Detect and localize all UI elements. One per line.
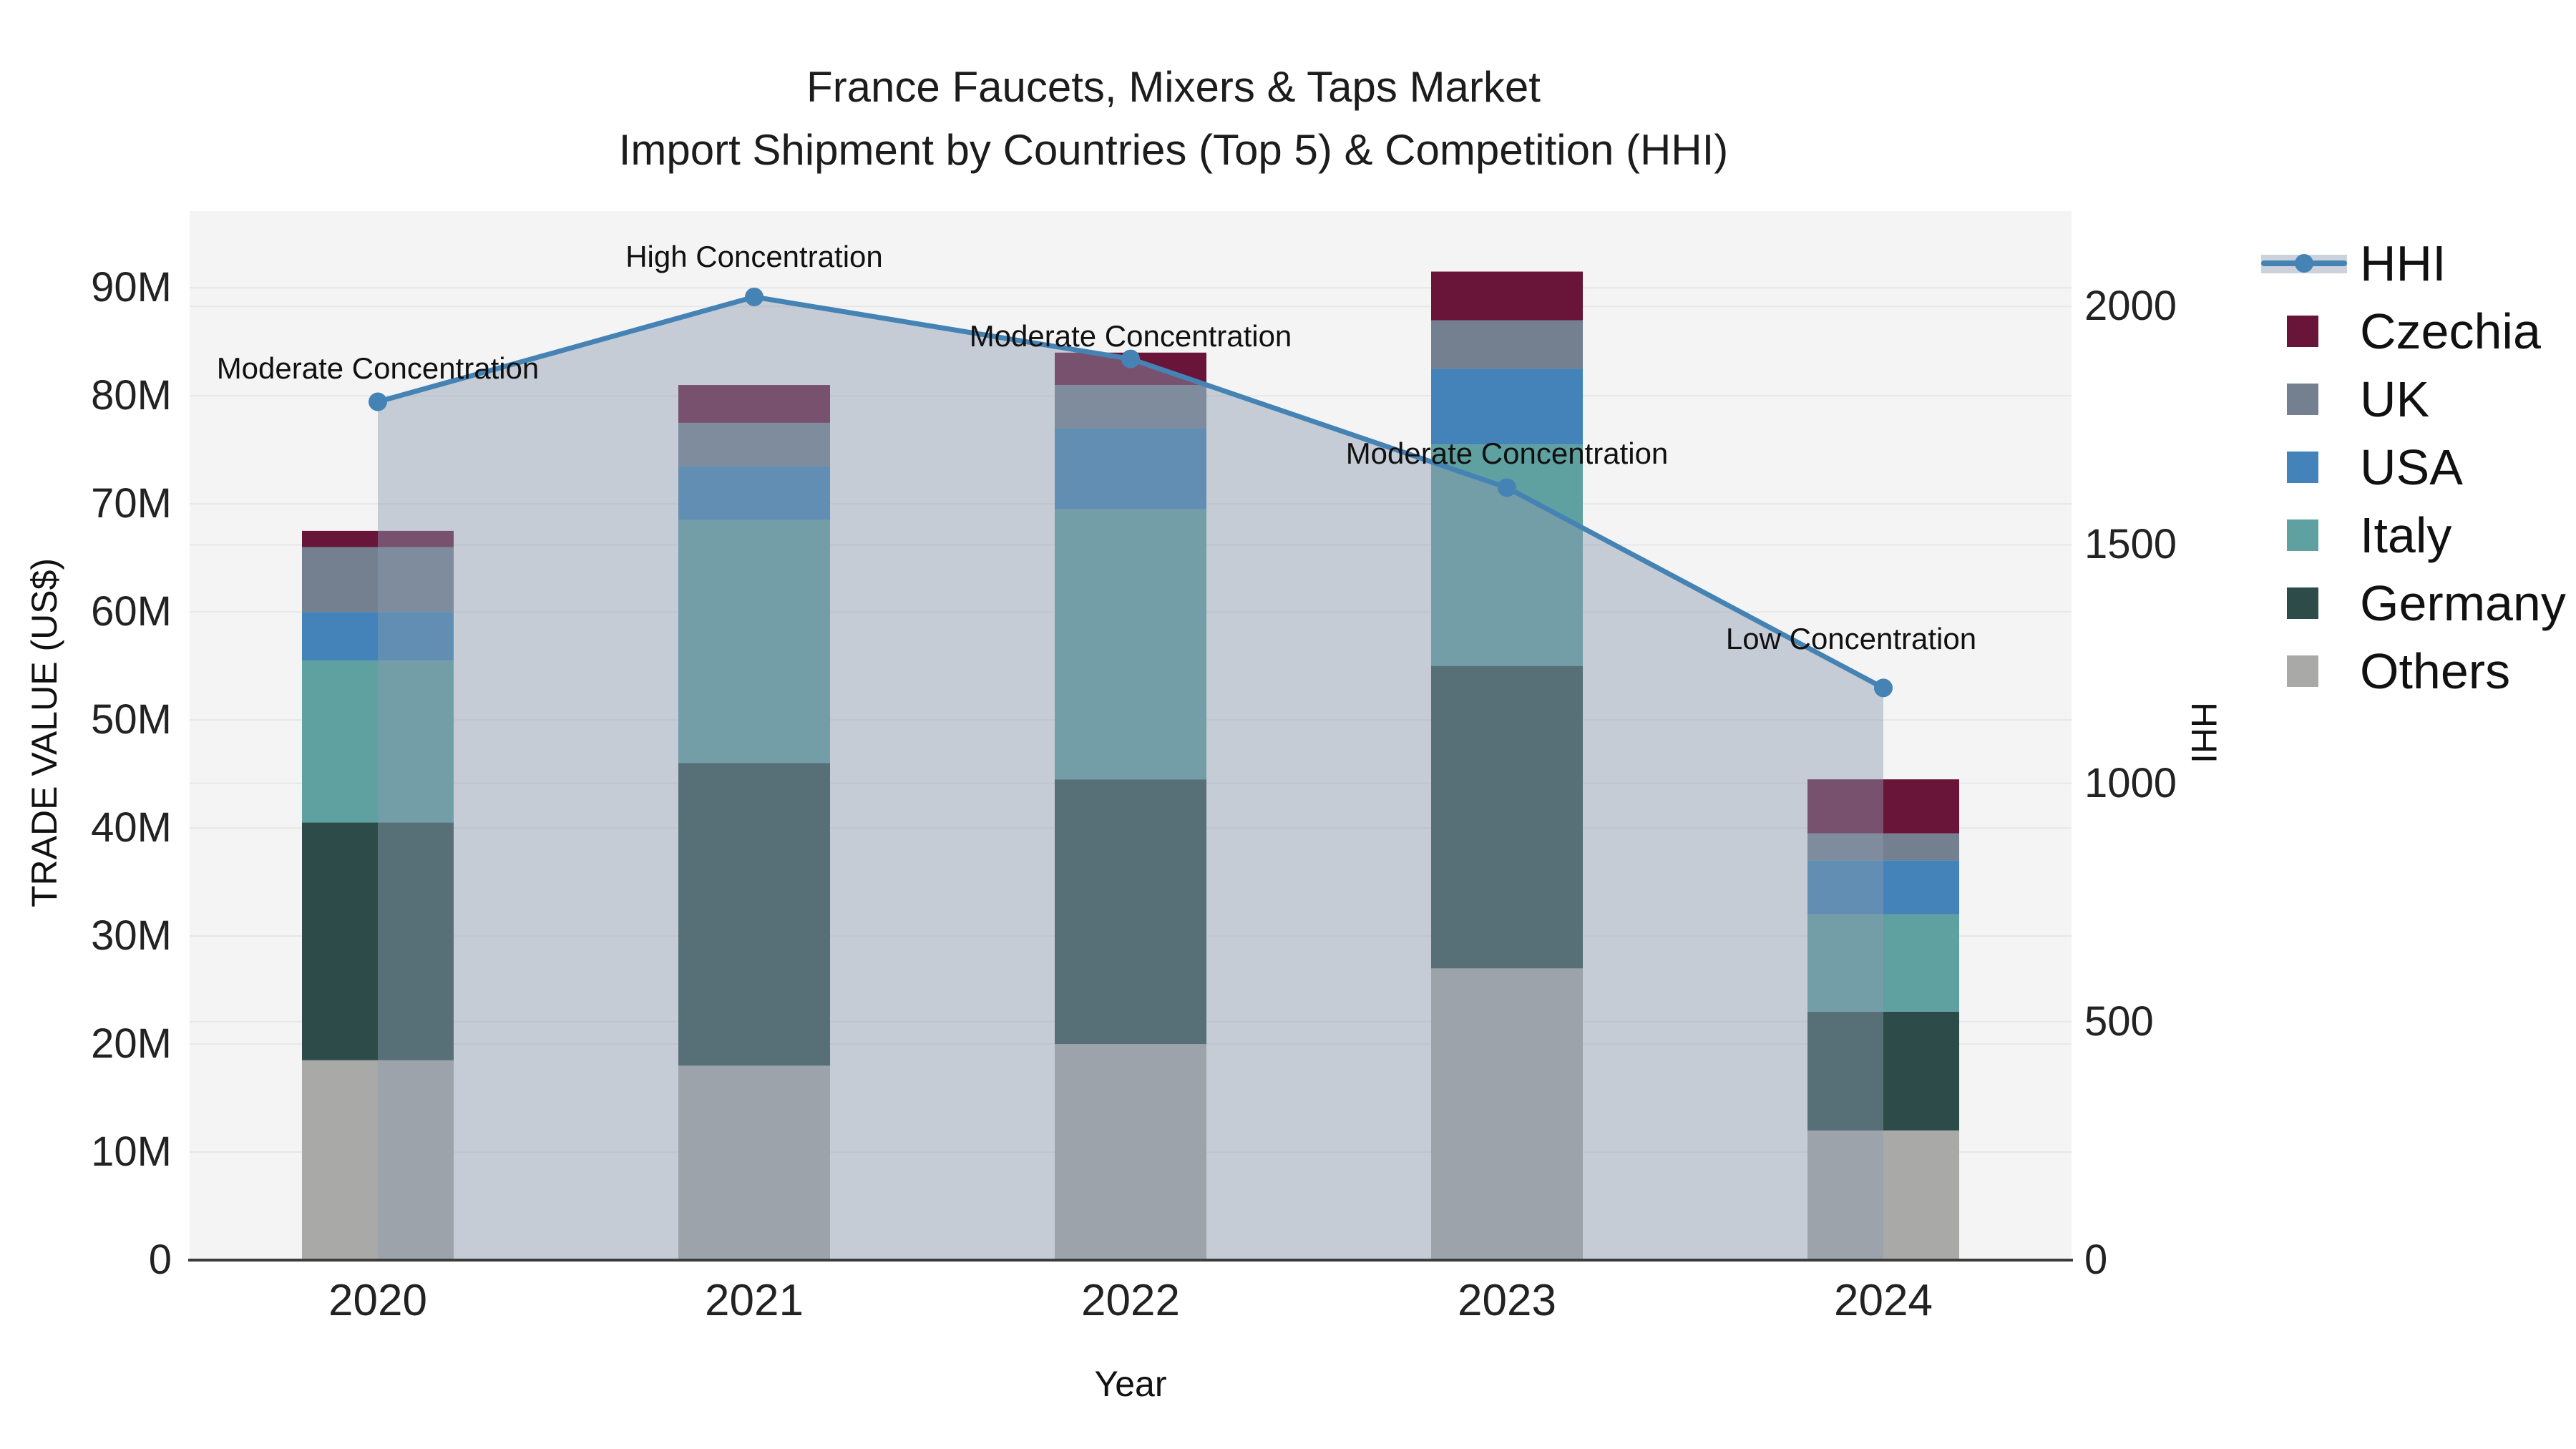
- x-tick-2020: 2020: [328, 1276, 427, 1325]
- hhi-marker-2021[interactable]: [745, 287, 763, 306]
- legend-item-italy[interactable]: Italy: [2261, 501, 2566, 569]
- hhi-marker-2023[interactable]: [1498, 478, 1516, 497]
- hhi-line-swatch-icon: [2261, 229, 2347, 297]
- bar-segment-czechia-2021[interactable]: [678, 385, 830, 423]
- legend-item-uk[interactable]: UK: [2261, 365, 2566, 433]
- bar-segment-others-2024[interactable]: [1807, 1130, 1959, 1260]
- bar-segment-uk-2023[interactable]: [1431, 320, 1583, 369]
- legend-swatch-icon-czechia: [2261, 297, 2347, 365]
- bar-segment-others-2023[interactable]: [1431, 968, 1583, 1260]
- legend-item-hhi[interactable]: HHI: [2261, 229, 2566, 297]
- hhi-area-fill: [378, 296, 1883, 1260]
- legend-item-usa[interactable]: USA: [2261, 433, 2566, 501]
- legend-swatch-icon-germany: [2261, 569, 2347, 637]
- legend-label-uk: UK: [2360, 371, 2430, 427]
- legend-label-hhi: HHI: [2360, 235, 2446, 291]
- y-tick-left-30M: 30M: [91, 912, 172, 960]
- annotation-2020: Moderate Concentration: [216, 351, 540, 385]
- x-tick-2024: 2024: [1834, 1276, 1933, 1325]
- bar-segment-germany-2020[interactable]: [302, 822, 454, 1060]
- bar-segment-others-2020[interactable]: [302, 1060, 454, 1260]
- bar-segment-others-2021[interactable]: [678, 1065, 830, 1260]
- legend-swatch-icon-others: [2261, 637, 2347, 705]
- legend-color-square-usa: [2287, 452, 2318, 483]
- legend-color-square-czechia: [2287, 316, 2318, 347]
- chart-title: France Faucets, Mixers & Taps Market Imp…: [0, 56, 2347, 182]
- bar-segment-uk-2020[interactable]: [302, 547, 454, 613]
- chart-title-line2: Import Shipment by Countries (Top 5) & C…: [618, 126, 1729, 174]
- legend-label-germany: Germany: [2360, 575, 2566, 631]
- y-tick-right-1500: 1500: [2084, 521, 2177, 568]
- bar-segment-italy-2022[interactable]: [1055, 509, 1206, 780]
- bar-segment-czechia-2024[interactable]: [1807, 779, 1959, 834]
- legend-label-usa: USA: [2360, 439, 2463, 495]
- hhi-marker-2024[interactable]: [1874, 678, 1893, 698]
- chart-svg: [190, 271, 2072, 1260]
- annotation-2021: High Concentration: [625, 239, 883, 273]
- legend-item-czechia[interactable]: Czechia: [2261, 297, 2566, 365]
- y-tick-left-20M: 20M: [91, 1020, 172, 1068]
- annotation-2024: Low Concentration: [1725, 622, 1977, 656]
- legend-color-square-others: [2287, 655, 2318, 687]
- bar-segment-usa-2020[interactable]: [302, 612, 454, 661]
- legend-color-square-germany: [2287, 587, 2318, 619]
- legend-label-czechia: Czechia: [2360, 303, 2541, 359]
- bar-segment-italy-2020[interactable]: [302, 660, 454, 823]
- hhi-marker-2020[interactable]: [369, 392, 387, 411]
- annotation-2023: Moderate Concentration: [1345, 436, 1669, 471]
- legend-label-italy: Italy: [2360, 507, 2452, 563]
- legend-color-square-italy: [2287, 519, 2318, 551]
- legend-item-germany[interactable]: Germany: [2261, 569, 2566, 637]
- x-axis-line: [188, 1259, 2073, 1262]
- bar-segment-uk-2021[interactable]: [678, 422, 830, 467]
- bar-segment-usa-2022[interactable]: [1055, 428, 1206, 509]
- x-axis-title: Year: [1094, 1364, 1167, 1404]
- hhi-marker-2022[interactable]: [1121, 349, 1140, 369]
- bar-segment-czechia-2023[interactable]: [1431, 271, 1583, 321]
- chart-title-line1: France Faucets, Mixers & Taps Market: [806, 63, 1541, 111]
- legend-label-others: Others: [2360, 643, 2511, 699]
- bar-segment-usa-2021[interactable]: [678, 466, 830, 520]
- y-axis-title-right: HHI: [2184, 701, 2224, 764]
- legend-swatch-icon-usa: [2261, 433, 2347, 501]
- legend-swatch-icon-italy: [2261, 501, 2347, 569]
- y-tick-left-80M: 80M: [91, 372, 172, 419]
- bar-segment-germany-2022[interactable]: [1055, 779, 1206, 1045]
- bar-segment-usa-2024[interactable]: [1807, 860, 1959, 914]
- bar-segment-germany-2023[interactable]: [1431, 665, 1583, 969]
- hhi-marker-icon: [2295, 254, 2313, 273]
- y-tick-left-60M: 60M: [91, 588, 172, 635]
- bar-segment-italy-2024[interactable]: [1807, 914, 1959, 1012]
- bar-segment-others-2022[interactable]: [1055, 1044, 1206, 1260]
- bar-segment-germany-2021[interactable]: [678, 763, 830, 1066]
- bar-segment-usa-2023[interactable]: [1431, 369, 1583, 445]
- x-tick-2021: 2021: [705, 1276, 804, 1325]
- y-tick-left-0: 0: [148, 1236, 172, 1283]
- bar-segment-uk-2024[interactable]: [1807, 833, 1959, 861]
- y-tick-right-500: 500: [2084, 997, 2154, 1045]
- plot-area: Moderate Concentration High Concentration…: [190, 211, 2072, 1260]
- y-tick-left-90M: 90M: [91, 264, 172, 311]
- bar-segment-germany-2024[interactable]: [1807, 1011, 1959, 1131]
- legend-color-square-uk: [2287, 384, 2318, 415]
- y-tick-right-2000: 2000: [2084, 283, 2177, 330]
- y-tick-left-10M: 10M: [91, 1128, 172, 1176]
- y-tick-left-40M: 40M: [91, 804, 172, 852]
- x-tick-2023: 2023: [1458, 1276, 1556, 1325]
- x-tick-2022: 2022: [1081, 1276, 1180, 1325]
- legend: HHI Czechia UK USA Italy Germany Others: [2261, 229, 2566, 705]
- legend-item-others[interactable]: Others: [2261, 637, 2566, 705]
- y-tick-right-0: 0: [2084, 1236, 2108, 1283]
- bar-segment-czechia-2020[interactable]: [302, 530, 454, 547]
- bar-segment-uk-2022[interactable]: [1055, 385, 1206, 429]
- legend-swatch-icon-uk: [2261, 365, 2347, 433]
- annotation-2022: Moderate Concentration: [969, 318, 1292, 353]
- y-tick-left-70M: 70M: [91, 480, 172, 527]
- bar-segment-italy-2021[interactable]: [678, 519, 830, 763]
- y-tick-left-50M: 50M: [91, 696, 172, 743]
- y-tick-right-1000: 1000: [2084, 759, 2177, 806]
